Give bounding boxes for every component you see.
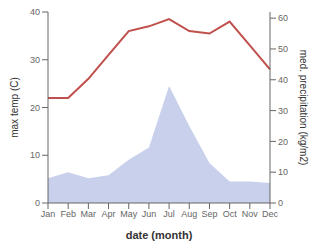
svg-text:date (month): date (month)	[126, 229, 193, 241]
svg-text:40: 40	[30, 7, 40, 17]
svg-text:10: 10	[30, 150, 40, 160]
svg-text:0: 0	[35, 198, 40, 208]
svg-text:med. precipitation (kg/m2): med. precipitation (kg/m2)	[298, 50, 309, 166]
svg-text:20: 20	[278, 137, 288, 147]
svg-text:10: 10	[278, 167, 288, 177]
svg-text:Nov: Nov	[242, 209, 259, 219]
svg-text:Apr: Apr	[102, 209, 116, 219]
svg-text:50: 50	[278, 44, 288, 54]
svg-text:0: 0	[278, 198, 283, 208]
svg-text:May: May	[120, 209, 138, 219]
svg-text:60: 60	[278, 13, 288, 23]
svg-text:30: 30	[278, 106, 288, 116]
svg-text:Jan: Jan	[41, 209, 56, 219]
svg-text:Dec: Dec	[262, 209, 279, 219]
svg-text:Oct: Oct	[223, 209, 238, 219]
svg-text:Mar: Mar	[81, 209, 97, 219]
svg-text:40: 40	[278, 75, 288, 85]
svg-text:Sep: Sep	[201, 209, 217, 219]
svg-text:Feb: Feb	[60, 209, 76, 219]
svg-text:20: 20	[30, 103, 40, 113]
svg-text:Aug: Aug	[181, 209, 197, 219]
svg-text:max temp (C): max temp (C)	[9, 77, 20, 138]
svg-text:Jun: Jun	[142, 209, 157, 219]
svg-text:Jul: Jul	[163, 209, 175, 219]
svg-text:30: 30	[30, 55, 40, 65]
